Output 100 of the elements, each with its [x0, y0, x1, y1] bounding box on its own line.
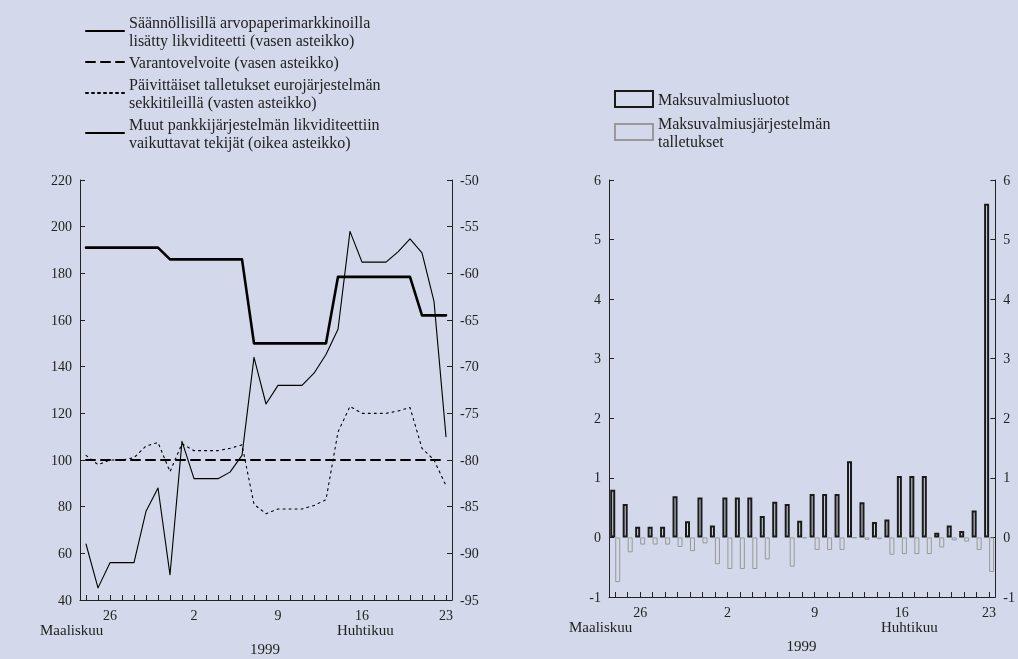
bar: [615, 537, 621, 583]
y-tick-label: 200: [51, 219, 72, 235]
y-tick-label: 120: [51, 405, 72, 421]
bar: [685, 521, 691, 538]
y-tick-label: 140: [51, 359, 72, 375]
bar: [939, 537, 945, 548]
y2-tick-label: -95: [460, 592, 479, 608]
bar: [859, 502, 865, 538]
bar: [827, 537, 833, 550]
bar: [734, 497, 740, 538]
bar: [690, 537, 696, 552]
bar: [797, 520, 803, 538]
bar: [784, 504, 790, 538]
y-tick-label: 1: [594, 470, 601, 486]
bar: [814, 537, 820, 550]
y-tick-label: 80: [58, 499, 72, 515]
bar: [702, 537, 708, 544]
bar: [647, 526, 653, 538]
y-tick-label: 3: [594, 351, 601, 367]
bar: [752, 537, 758, 569]
bar: [727, 537, 733, 569]
text: Huhtikuu: [881, 618, 939, 635]
bar: [714, 537, 720, 565]
y-tick-label: 6: [594, 172, 601, 188]
y2-tick-label: -75: [460, 405, 479, 421]
y-tick-label: -1: [589, 589, 601, 605]
y-tick-label: 60: [58, 545, 72, 561]
y-tick-label: 0: [594, 529, 601, 545]
bar: [839, 537, 845, 550]
y-tick-label: 160: [51, 312, 72, 328]
bar: [847, 461, 853, 538]
y-tick-label: 4: [594, 291, 601, 307]
legend-label: Päivittäiset talletukset eurojärjestelmän sekkitileillä (vasten asteikko): [129, 75, 385, 112]
bar: [901, 537, 907, 555]
bar: [627, 537, 633, 553]
text: Huhtikuu: [337, 621, 395, 638]
legend-label: Varantovelvoite (vasen asteikko): [129, 53, 339, 72]
text: Maaliskuu: [569, 618, 633, 635]
text: Maaliskuu: [40, 621, 104, 638]
x-tick-label: 9: [274, 607, 282, 623]
legend-label: Säännöllisillä arvopaperimarkkinoilla lisätty likviditeetti (vasen asteikko): [129, 13, 375, 50]
bar: [652, 537, 658, 545]
y2-tick-label: -70: [460, 359, 479, 375]
bar: [635, 526, 641, 538]
bar: [926, 537, 932, 555]
legend-label: Muut pankkijärjestelmän likviditeettiin vaikuttavat tekijät (oikea asteikko): [129, 115, 384, 152]
bar: [896, 476, 902, 538]
x-tick-label: 2: [723, 604, 731, 620]
bar: [747, 497, 753, 538]
x-tick-label: 16: [355, 607, 369, 623]
y2-tick-label: 3: [1003, 351, 1011, 367]
bar: [989, 537, 995, 572]
y-tick-label: 5: [594, 232, 601, 248]
y2-tick-label: 0: [1003, 529, 1011, 545]
bar: [959, 530, 965, 538]
bar: [640, 537, 646, 545]
bar: [722, 497, 728, 538]
bar: [884, 519, 890, 538]
x-tick-label: 23: [982, 604, 997, 620]
bar: [914, 537, 920, 555]
y2-tick-label: 6: [1003, 172, 1011, 188]
x-tick-label: 26: [103, 607, 117, 623]
y2-tick-label: -60: [460, 265, 479, 281]
y-tick-label: 40: [58, 592, 72, 608]
bar: [772, 501, 778, 538]
bar: [889, 537, 895, 555]
bar: [764, 537, 770, 560]
text: 1999: [250, 640, 280, 657]
bar: [660, 526, 666, 538]
y2-tick-label: -55: [460, 219, 479, 235]
legend-label: Maksuvalmiusluotot: [658, 90, 791, 108]
bar: [822, 493, 828, 538]
bar: [709, 525, 715, 538]
bar: [809, 493, 815, 538]
bar: [622, 504, 628, 538]
y2-tick-label: 4: [1003, 291, 1011, 307]
bar: [834, 493, 840, 538]
y2-tick-label: -50: [460, 172, 479, 188]
x-tick-label: 26: [633, 604, 648, 620]
bar: [759, 515, 765, 538]
bar: [951, 537, 957, 541]
bar: [739, 537, 745, 569]
bar: [665, 537, 671, 545]
bar: [789, 537, 795, 567]
bar: [864, 537, 870, 540]
y2-tick-label: -80: [460, 452, 479, 468]
x-tick-label: 16: [894, 604, 909, 620]
bar: [871, 521, 877, 538]
y2-tick-label: 5: [1003, 232, 1011, 248]
y-tick-label: 220: [51, 172, 72, 188]
bar: [971, 510, 977, 538]
bar: [921, 476, 927, 538]
text: 1999: [786, 637, 817, 654]
x-tick-label: 9: [811, 604, 819, 620]
bar: [909, 476, 915, 538]
legend-label: Maksuvalmiusjärjestelmän talletukset: [658, 114, 835, 150]
bar: [946, 525, 952, 538]
y-tick-label: 2: [594, 410, 601, 426]
x-tick-label: 2: [190, 607, 198, 623]
y2-tick-label: -90: [460, 545, 479, 561]
